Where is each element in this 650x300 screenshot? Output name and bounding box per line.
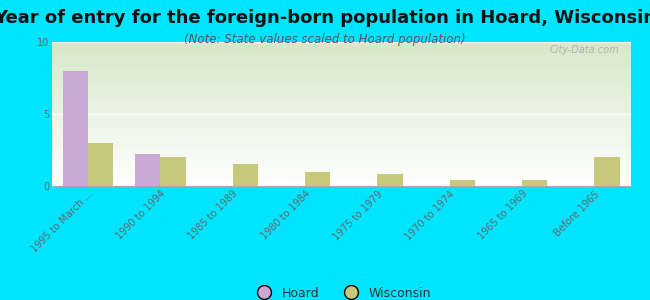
Legend: Hoard, Wisconsin: Hoard, Wisconsin — [247, 281, 436, 300]
Bar — [378, 175, 403, 186]
Text: (Note: State values scaled to Hoard population): (Note: State values scaled to Hoard popu… — [184, 33, 466, 46]
Text: City-Data.com: City-Data.com — [549, 45, 619, 55]
Bar — [594, 157, 619, 186]
Bar — [233, 164, 258, 186]
Bar — [305, 172, 330, 186]
Text: Year of entry for the foreign-born population in Hoard, Wisconsin: Year of entry for the foreign-born popul… — [0, 9, 650, 27]
Bar — [135, 154, 161, 186]
Bar — [522, 180, 547, 186]
Bar — [88, 143, 114, 186]
Bar — [161, 157, 186, 186]
Bar — [450, 180, 475, 186]
Bar — [63, 71, 88, 186]
